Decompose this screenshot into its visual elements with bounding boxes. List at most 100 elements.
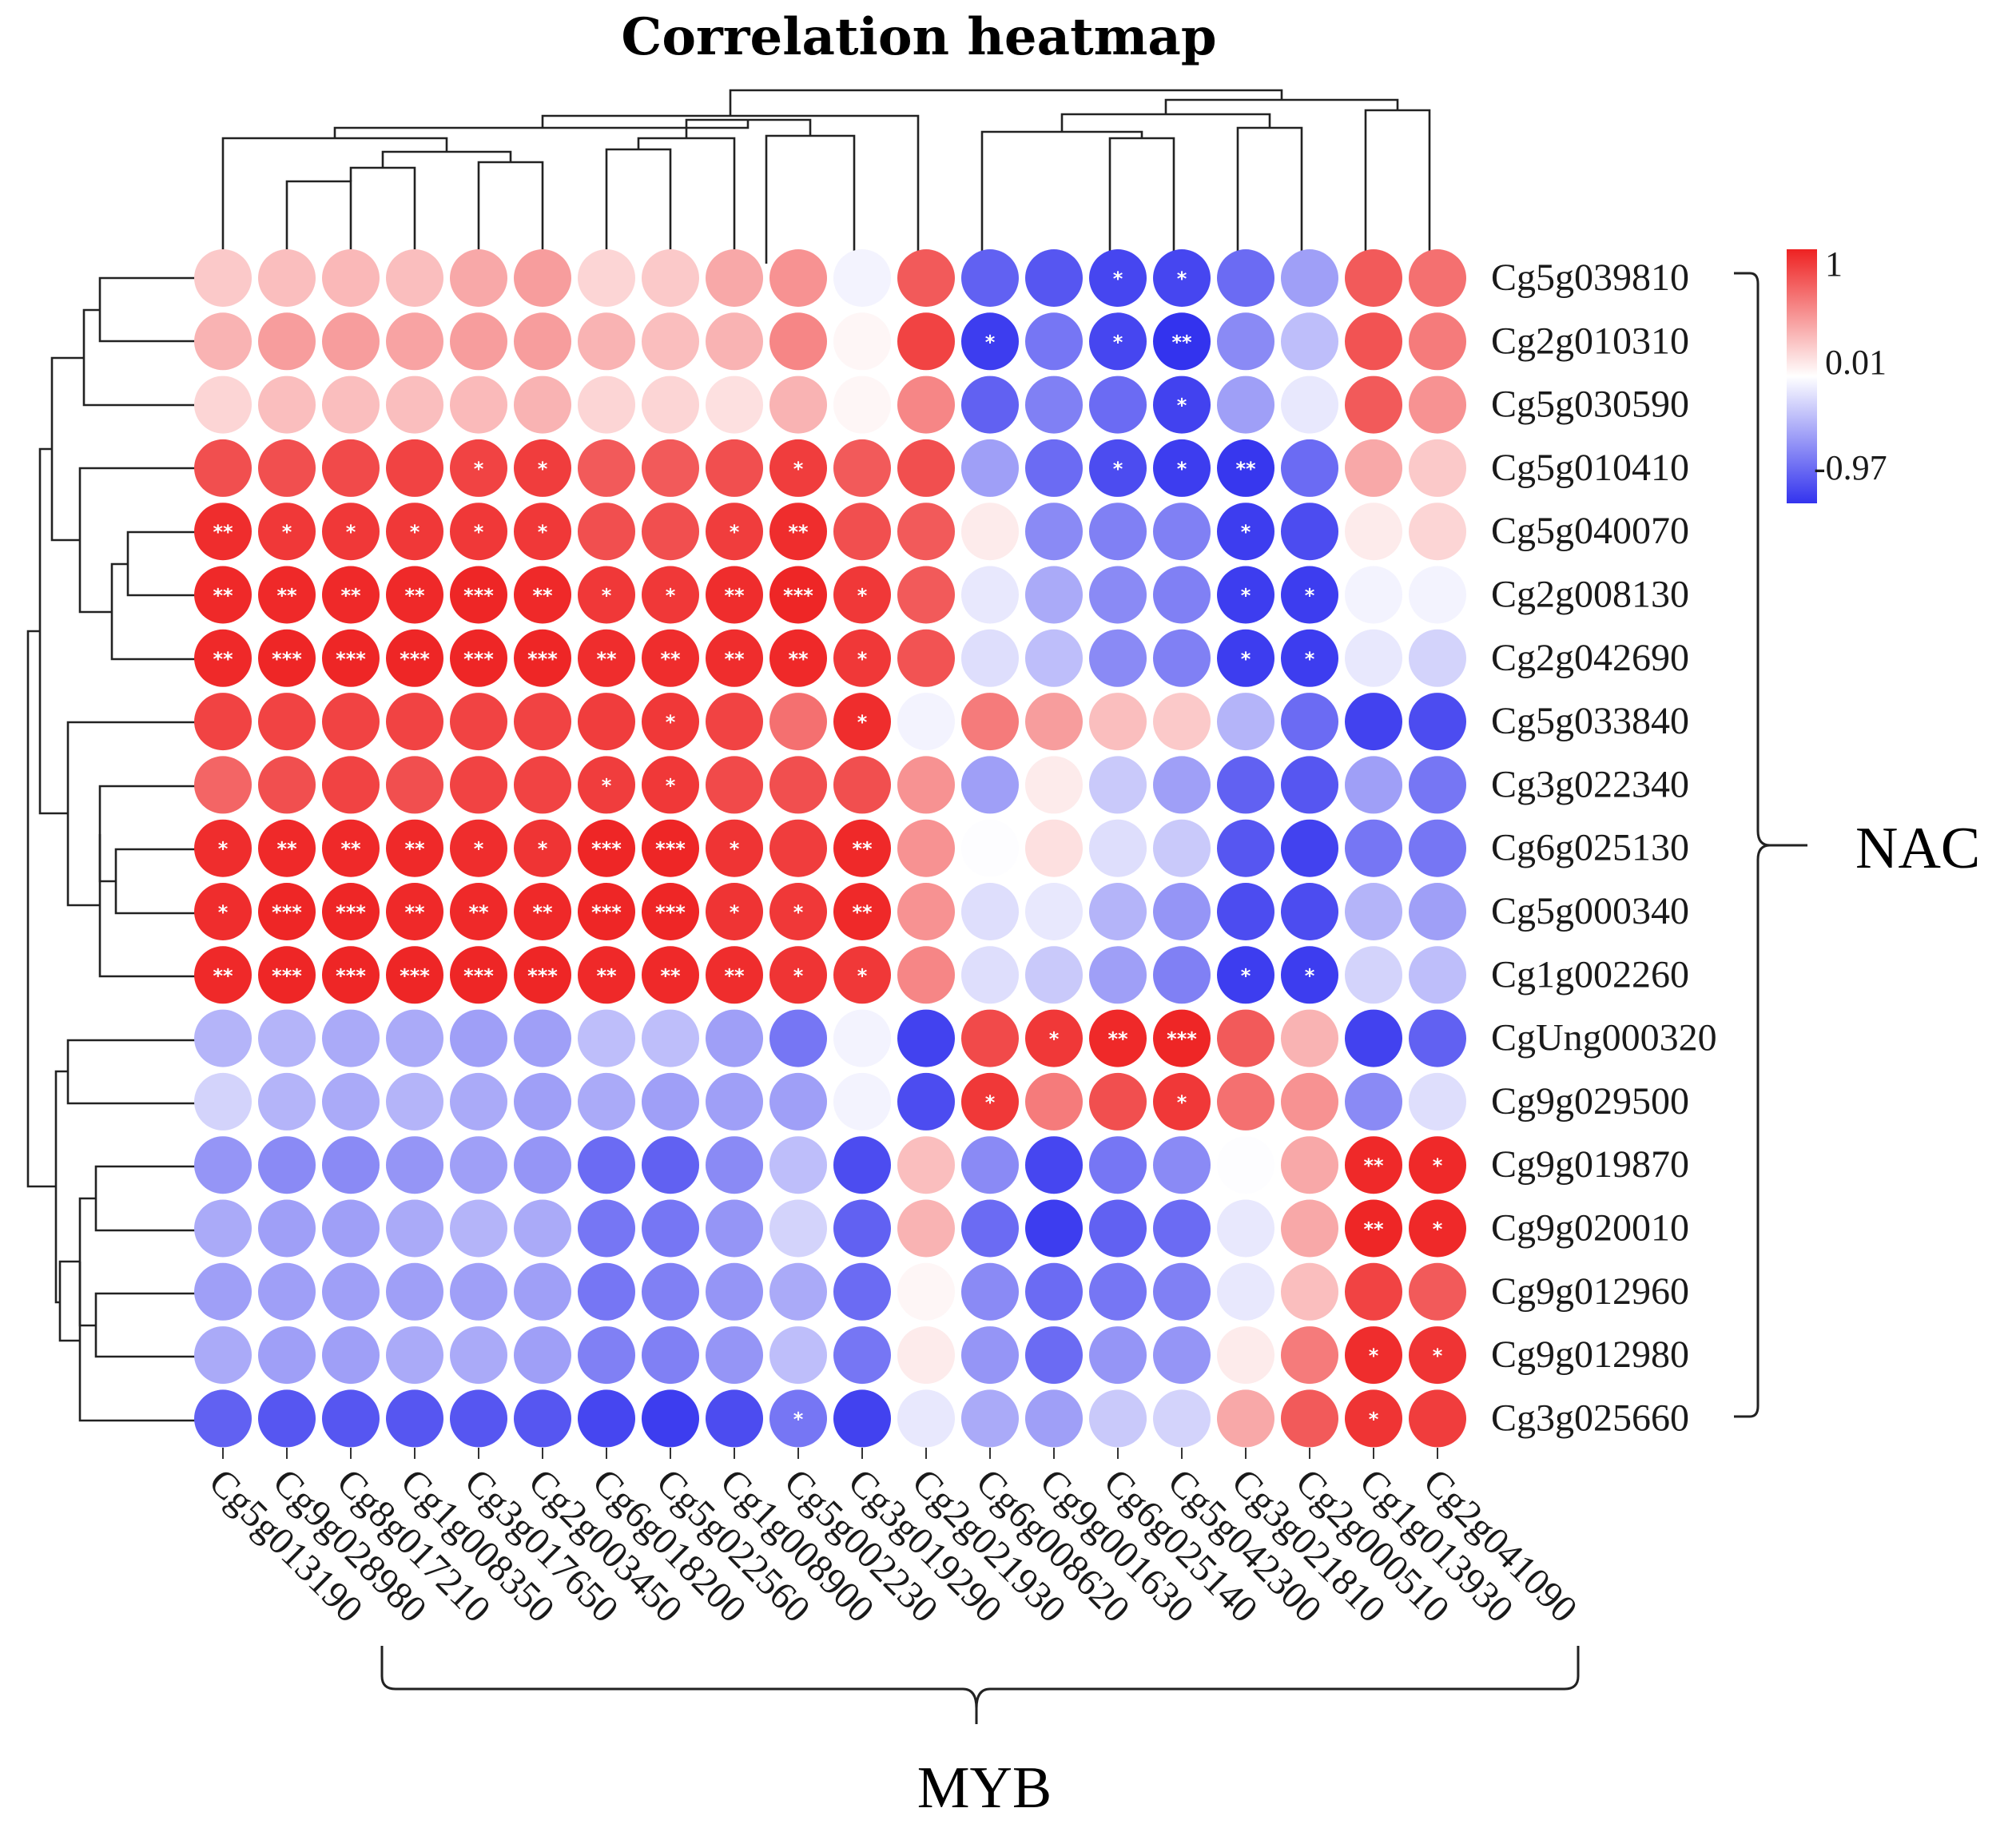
heatmap-cell: [386, 946, 443, 1004]
heatmap-cell: [258, 566, 316, 624]
heatmap-cell: [386, 883, 443, 940]
heatmap-cell: [1409, 819, 1466, 877]
heatmap-cell: [706, 376, 763, 434]
heatmap-cell: [1409, 1199, 1466, 1258]
heatmap-cell: [833, 629, 891, 687]
heatmap-cell: [642, 946, 699, 1004]
heatmap-cell: [258, 629, 316, 687]
heatmap-cell: [897, 1072, 955, 1131]
heatmap-cell: [1217, 249, 1274, 307]
heatmap-cell: [578, 756, 635, 814]
heatmap-cell: [194, 1199, 252, 1258]
heatmap-cell: [194, 376, 252, 434]
heatmap-cell: [1345, 439, 1402, 497]
heatmap-cell: [1153, 819, 1211, 877]
heatmap-cell: [706, 819, 763, 877]
heatmap-cell: [897, 693, 955, 751]
heatmap-cell: [322, 376, 380, 434]
heatmap-cell: [514, 629, 571, 687]
significance-marker: *: [1305, 964, 1315, 987]
heatmap-cell: [961, 376, 1019, 434]
heatmap-cell: [769, 1199, 827, 1258]
heatmap-cell: [194, 439, 252, 497]
heatmap-cell: [1089, 1262, 1147, 1321]
row-label: Cg2g042690: [1491, 637, 1689, 679]
legend-mid-label: 0.01: [1825, 343, 1887, 382]
heatmap-cell: [514, 819, 571, 877]
heatmap-cell: [450, 1389, 507, 1448]
heatmap-cell: [322, 1072, 380, 1131]
heatmap-cell: [1409, 439, 1466, 497]
heatmap-cell: [386, 1136, 443, 1194]
significance-marker: *: [410, 521, 420, 543]
significance-marker: ***: [272, 648, 302, 670]
heatmap-cell: [1089, 1136, 1147, 1194]
heatmap-cell: [1153, 693, 1211, 751]
heatmap-cell: [514, 946, 571, 1004]
heatmap-cell: [769, 1389, 827, 1448]
row-label: Cg9g029500: [1491, 1080, 1689, 1123]
heatmap-cell: [1089, 883, 1147, 940]
myb-brace: [380, 1646, 1580, 1709]
row-label: CgUng000320: [1491, 1017, 1717, 1059]
heatmap-cell: [258, 946, 316, 1004]
heatmap-cell: [322, 1199, 380, 1258]
heatmap-cell: [258, 312, 316, 371]
significance-marker: *: [1433, 1154, 1443, 1177]
significance-marker: **: [276, 585, 297, 607]
heatmap-cell: [833, 1326, 891, 1385]
heatmap-cell: [1089, 946, 1147, 1004]
heatmap-cell: [1089, 566, 1147, 624]
heatmap-cell: [514, 503, 571, 561]
heatmap-cell: [833, 1136, 891, 1194]
heatmap-cell: [833, 376, 891, 434]
heatmap-cell: [1281, 883, 1338, 940]
row-label: Cg5g039810: [1491, 256, 1689, 299]
significance-marker: **: [1363, 1154, 1384, 1177]
heatmap-cell: [1025, 566, 1083, 624]
heatmap-cell: [1409, 693, 1466, 751]
heatmap-cell: [322, 439, 380, 497]
heatmap-cell: [450, 946, 507, 1004]
heatmap-cell: [1409, 566, 1466, 624]
heatmap-cell: [450, 629, 507, 687]
heatmap-cell: [897, 1199, 955, 1258]
heatmap-cell: [897, 629, 955, 687]
significance-marker: *: [1241, 964, 1251, 987]
heatmap-cell: [961, 439, 1019, 497]
heatmap-cell: [1025, 439, 1083, 497]
significance-marker: *: [1433, 1345, 1443, 1367]
heatmap-cell: [1345, 312, 1402, 371]
significance-marker: *: [730, 901, 740, 924]
heatmap-cell: [1153, 1136, 1211, 1194]
heatmap-cell: [897, 376, 955, 434]
heatmap-cell: [514, 1072, 571, 1131]
significance-marker: ***: [1167, 1028, 1197, 1051]
significance-marker: **: [340, 585, 361, 607]
heatmap-cell: [1153, 756, 1211, 814]
heatmap-cell: [578, 1326, 635, 1385]
heatmap-cell: [258, 1262, 316, 1321]
significance-marker: ***: [272, 964, 302, 987]
heatmap-cell: [642, 249, 699, 307]
heatmap-cell: [961, 946, 1019, 1004]
heatmap-cell: [386, 1326, 443, 1385]
significance-marker: **: [276, 838, 297, 860]
row-label: Cg5g033840: [1491, 700, 1689, 742]
significance-marker: *: [1369, 1345, 1379, 1367]
significance-marker: *: [730, 838, 740, 860]
significance-marker: ***: [336, 648, 366, 670]
significance-marker: **: [1235, 458, 1256, 480]
heatmap-cell: [642, 1262, 699, 1321]
heatmap-cell: [514, 693, 571, 751]
significance-marker: **: [852, 901, 873, 924]
heatmap-cell: [194, 566, 252, 624]
heatmap-cell: [1281, 819, 1338, 877]
significance-marker: *: [474, 838, 484, 860]
heatmap-cell: [1409, 1136, 1466, 1194]
heatmap-cell: [1153, 376, 1211, 434]
significance-marker: *: [793, 964, 804, 987]
heatmap-cell: [1345, 1262, 1402, 1321]
heatmap-cell: [1409, 312, 1466, 371]
heatmap-cell: [514, 312, 571, 371]
